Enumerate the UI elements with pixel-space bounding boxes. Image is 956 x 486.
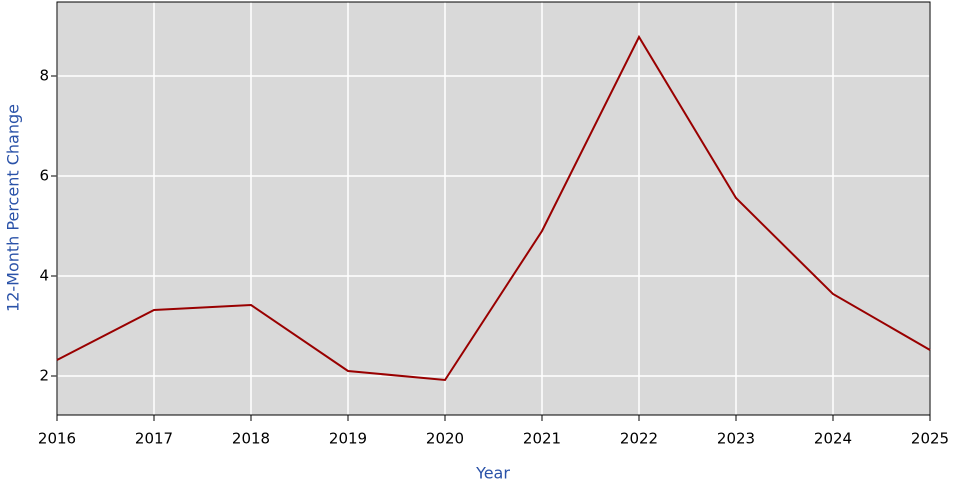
x-axis-title: Year <box>475 464 510 483</box>
y-tick-label: 2 <box>39 367 49 385</box>
y-axis-title: 12-Month Percent Change <box>4 104 23 312</box>
x-tick-label: 2025 <box>911 430 949 448</box>
y-tick-label: 8 <box>39 67 49 85</box>
x-tick-label: 2019 <box>329 430 367 448</box>
x-tick-label: 2020 <box>426 430 464 448</box>
x-tick-label: 2021 <box>523 430 561 448</box>
x-tick-label: 2016 <box>38 430 76 448</box>
x-tick-label: 2022 <box>620 430 658 448</box>
plot-area <box>57 2 930 415</box>
x-tick-label: 2017 <box>135 430 173 448</box>
x-tick-label: 2024 <box>814 430 852 448</box>
x-tick-label: 2018 <box>232 430 270 448</box>
x-tick-label: 2023 <box>717 430 755 448</box>
y-tick-label: 4 <box>39 267 49 285</box>
y-tick-label: 6 <box>39 167 49 185</box>
plot-frame <box>56 1 931 416</box>
data-line <box>56 34 931 382</box>
